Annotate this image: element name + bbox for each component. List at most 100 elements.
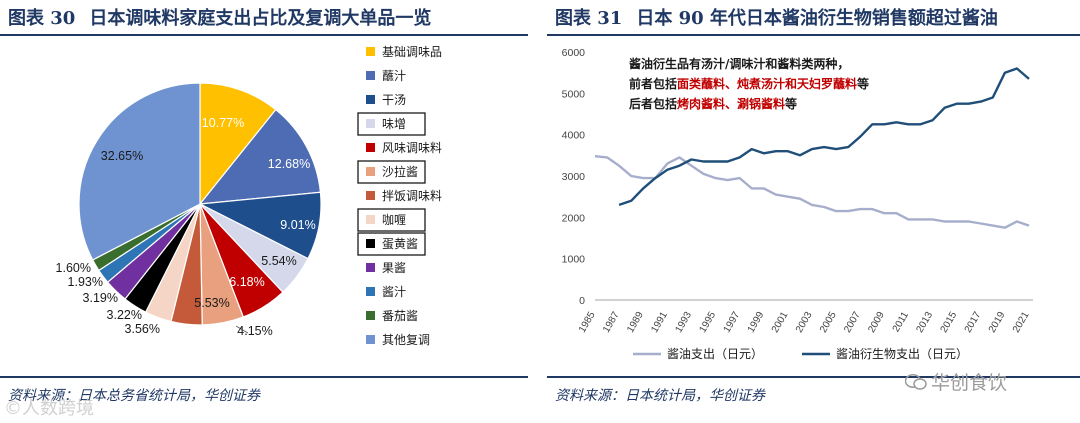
legend-swatch xyxy=(366,71,375,80)
annotation-line-1: 酱油衍生品有汤汁/调味汁和酱料类两种， xyxy=(629,56,849,71)
right-panel: 图表 31 日本 90 年代日本酱油衍生物销售额超过酱油 0 1000 2000 300… xyxy=(547,0,1080,423)
y-tick-label: 0 xyxy=(579,295,585,307)
x-tick-label: 1987 xyxy=(601,310,622,335)
pie-leader-line xyxy=(235,325,249,334)
watermark-left: ©人数跨境 xyxy=(4,398,94,419)
pie-slice-13 xyxy=(78,82,201,261)
pie-value-label: 1.60% xyxy=(56,261,91,275)
pie-value-label: 6.18% xyxy=(229,275,264,289)
x-tick-label: 1993 xyxy=(673,310,694,335)
legend-label: 拌饭调味料 xyxy=(382,188,442,203)
x-tick-label: 1991 xyxy=(649,310,670,335)
left-figure-title: 图表 30 日本调味料家庭支出占比及复调大单品一览 xyxy=(8,4,431,30)
legend-swatch xyxy=(366,263,375,272)
legend-swatch xyxy=(366,143,375,152)
x-tick-label: 1995 xyxy=(698,310,719,335)
pie-value-label: 1.93% xyxy=(68,275,103,289)
legend-label: 蘸汁 xyxy=(382,69,406,83)
legend-highlight-box xyxy=(357,208,426,232)
x-tick-label: 2015 xyxy=(939,310,960,335)
right-figure-number: 图表 31 xyxy=(555,8,623,29)
x-tick-label: 2019 xyxy=(987,310,1008,335)
right-source-rule xyxy=(547,376,1080,378)
legend-swatch xyxy=(366,167,375,176)
pie-value-label: 5.54% xyxy=(261,254,296,268)
legend-label: 蛋黄酱 xyxy=(382,236,418,251)
legend-swatch xyxy=(366,335,375,344)
annotation-line-2: 前者包括面类蘸料、炖煮汤汁和天妇罗蘸料等 xyxy=(629,76,869,91)
x-tick-label: 2009 xyxy=(866,310,887,335)
legend-label: 沙拉酱 xyxy=(382,164,418,179)
left-title-text: 日本调味料家庭支出占比及复调大单品一览 xyxy=(89,8,432,29)
y-tick-label: 3000 xyxy=(562,171,586,183)
y-tick-label: 6000 xyxy=(562,47,586,59)
pie-value-label: 3.56% xyxy=(125,322,160,336)
y-tick-label: 1000 xyxy=(562,254,586,266)
legend-swatch xyxy=(366,47,375,56)
legend-swatch xyxy=(366,191,375,200)
x-tick-label: 2021 xyxy=(1011,310,1032,335)
legend-swatch xyxy=(366,119,375,128)
x-tick-label: 1997 xyxy=(722,310,743,335)
y-tick-label: 4000 xyxy=(562,130,586,142)
series-line-2 xyxy=(618,67,1030,207)
pie-value-label: 9.01% xyxy=(280,218,315,232)
pie-value-label: 4.15% xyxy=(237,324,272,338)
legend-label: 其他复调 xyxy=(382,333,430,347)
x-tick-label: 1999 xyxy=(746,310,767,335)
pie-value-label: 3.19% xyxy=(83,291,118,305)
right-title-rule xyxy=(547,34,1080,36)
y-tick-label: 5000 xyxy=(562,88,586,100)
legend-label: 番茄酱 xyxy=(382,308,418,323)
legend-swatch xyxy=(366,311,375,320)
series-line-1 xyxy=(594,155,1030,229)
left-figure-number: 图表 30 xyxy=(8,8,76,29)
legend-label: 酱油衍生物支出（日元） xyxy=(836,346,968,361)
x-tick-label: 1989 xyxy=(625,310,646,335)
x-tick-label: 2007 xyxy=(842,310,863,335)
legend-highlight-box xyxy=(357,160,426,184)
legend-swatch xyxy=(366,287,375,296)
pie-slice-2 xyxy=(198,108,322,205)
x-tick-label: 1985 xyxy=(577,310,598,335)
pie-value-label: 5.53% xyxy=(194,296,229,310)
legend-swatch xyxy=(366,215,375,224)
legend-label: 基础调味品 xyxy=(382,45,442,59)
right-figure-title: 图表 31 日本 90 年代日本酱油衍生物销售额超过酱油 xyxy=(555,4,998,30)
legend-highlight-box xyxy=(357,112,426,136)
pie-chart: 10.77% 12.68% 9.01% 5.54% 6.18%5.53% 4.15% 3.5… xyxy=(56,45,442,347)
x-tick-label: 2017 xyxy=(963,310,984,335)
left-panel: 图表 30 日本调味料家庭支出占比及复调大单品一览 10.77% 12.68% 9.0… xyxy=(0,0,528,423)
left-title-rule xyxy=(0,34,528,36)
x-tick-label: 2001 xyxy=(770,310,791,335)
y-tick-label: 2000 xyxy=(562,212,586,224)
legend-swatch xyxy=(366,239,375,248)
pie-value-label: 12.68% xyxy=(268,157,310,171)
legend-label: 咖喱 xyxy=(382,212,406,227)
legend-label: 干汤 xyxy=(382,93,406,107)
x-tick-label: 2011 xyxy=(891,310,911,335)
x-tick-label: 2013 xyxy=(915,310,936,335)
legend-highlight-box xyxy=(357,232,426,256)
watermark-right-text: 华创食饮 xyxy=(931,372,1008,394)
pie-value-label: 32.65% xyxy=(101,149,143,163)
watermark-right: 华创食饮 xyxy=(904,368,1008,395)
legend-label: 味增 xyxy=(382,117,406,131)
legend-label: 果酱 xyxy=(382,260,406,275)
legend-label: 风味调味料 xyxy=(382,141,442,155)
annotation-line-3: 后者包括烤肉酱料、涮锅酱料等 xyxy=(629,96,797,111)
pie-slice-1 xyxy=(199,82,277,206)
legend-label: 酱油支出（日元） xyxy=(667,346,763,361)
legend-label: 酱汁 xyxy=(382,284,406,299)
wechat-icon xyxy=(904,374,927,390)
pie-value-label: 10.77% xyxy=(202,116,244,130)
left-source: 资料来源：日本总务省统计局，华创证券 xyxy=(8,388,260,404)
left-source-rule xyxy=(0,376,528,378)
pie-value-label: 3.22% xyxy=(107,308,142,322)
x-tick-label: 2003 xyxy=(794,310,815,335)
x-tick-label: 2005 xyxy=(818,310,839,335)
right-title-text: 日本 90 年代日本酱油衍生物销售额超过酱油 xyxy=(636,8,998,29)
right-source: 资料来源：日本统计局，华创证券 xyxy=(555,388,765,404)
legend-swatch xyxy=(366,95,375,104)
